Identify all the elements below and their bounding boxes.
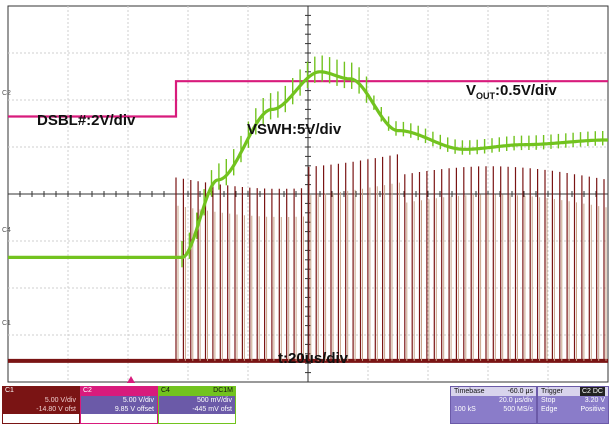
trigger-box[interactable]: Trigger C2 DC Stop 3.20 V Edge Positive — [537, 386, 609, 424]
c4-box[interactable]: C4 DC1M 500 mV/div -445 mV ofst — [158, 386, 236, 424]
c4-scale: 500 mV/div — [159, 396, 235, 405]
c1-marker: C1 — [2, 320, 11, 327]
trigger-level: 3.20 V — [584, 397, 605, 404]
time-label: t:20us/div — [278, 350, 349, 367]
timebase-rate: 500 MS/s — [503, 406, 533, 413]
trigger-badge: C2 DC — [579, 387, 605, 396]
trigger-mode: Stop — [541, 397, 556, 404]
timebase-scale: 20.0 μs/div — [499, 397, 533, 404]
c4-badge: DC1M — [213, 387, 233, 394]
c1-tag: C1 — [5, 387, 14, 394]
c1-box[interactable]: C1 5.00 V/div -14.80 V ofst — [2, 386, 80, 424]
timebase-samples: 100 kS — [454, 406, 476, 413]
c2-tag: C2 — [83, 387, 92, 394]
c2-marker: C2 — [2, 90, 11, 97]
trace-c2 — [8, 80, 608, 118]
c4-tag: C4 — [161, 387, 170, 394]
trigger-position-marker — [127, 376, 135, 383]
c2-scale: 5.00 V/div — [81, 396, 157, 405]
vswh-label: VSWH:5V/div — [247, 121, 342, 138]
timebase-box[interactable]: Timebase -60.0 μs 20.0 μs/div 100 kS 500 M… — [450, 386, 537, 424]
vout-label: VOUT:0.5V/div — [466, 82, 557, 101]
dsbl-line — [8, 80, 608, 118]
c4-offset: -445 mV ofst — [159, 405, 235, 414]
trigger-title: Trigger — [541, 388, 563, 395]
plot-traces — [8, 55, 608, 363]
dsbl-label: DSBL#:2V/div — [37, 112, 136, 129]
c4-marker: C4 — [2, 227, 11, 234]
c2-offset: 9.85 V offset — [81, 405, 157, 414]
trigger-slope: Positive — [580, 406, 605, 413]
trace-c1 — [8, 154, 608, 363]
trace-c4 — [8, 55, 608, 268]
c1-offset: -14.80 V ofst — [3, 405, 79, 414]
c1-scale: 5.00 V/div — [3, 396, 79, 405]
timebase-delay: -60.0 μs — [507, 388, 533, 395]
timebase-title: Timebase — [454, 388, 485, 395]
c2-box[interactable]: C2 5.00 V/div 9.85 V offset — [80, 386, 158, 424]
trigger-type: Edge — [541, 406, 558, 413]
